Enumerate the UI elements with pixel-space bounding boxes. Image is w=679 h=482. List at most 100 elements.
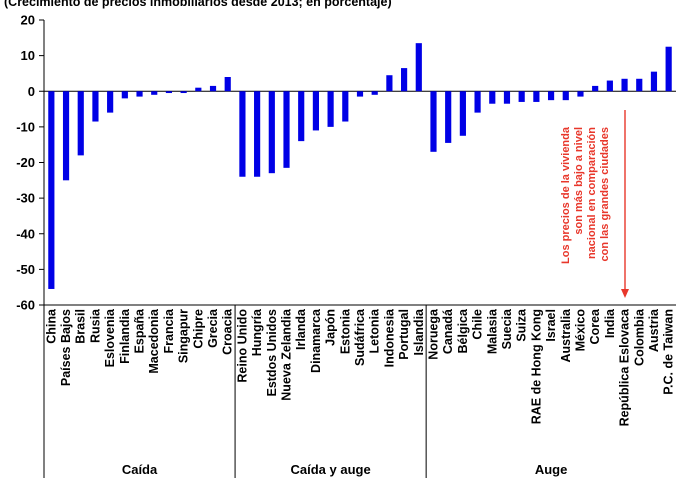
x-tick-label: Hungría xyxy=(250,308,264,356)
bar xyxy=(562,91,569,101)
y-tick-label: -40 xyxy=(16,226,35,241)
bar xyxy=(254,91,261,177)
bar xyxy=(165,91,173,94)
x-tick-label: Chile xyxy=(471,309,485,340)
annotation-line: nacional en comparación xyxy=(586,127,598,259)
bar xyxy=(342,91,349,122)
bars xyxy=(48,43,672,289)
x-tick-label: Canadá xyxy=(441,309,455,354)
x-tick-label: Austria xyxy=(647,308,661,352)
bar xyxy=(503,91,511,104)
bar xyxy=(636,78,643,92)
x-tick-label: Macedonia xyxy=(147,308,161,374)
annotation: Los precios de la vivienda son más bajo a… xyxy=(560,110,629,298)
x-tick-label: Letonia xyxy=(368,308,382,353)
bar xyxy=(356,91,364,97)
group-label: Caída xyxy=(122,462,158,477)
x-tick-label: Nueva Zelandia xyxy=(280,308,294,401)
x-tick-label: Dinamarca xyxy=(309,308,323,373)
x-tick-label: Francia xyxy=(162,308,176,354)
x-tick-label: RAE de Hong Kong xyxy=(529,309,543,424)
x-tick-label: Países Bajos xyxy=(59,309,73,386)
bar xyxy=(180,91,187,94)
bar xyxy=(151,91,158,95)
bar xyxy=(298,91,305,142)
x-tick-label: Grecia xyxy=(206,308,220,348)
x-tick-label: China xyxy=(44,308,58,344)
bar xyxy=(445,91,452,143)
bar xyxy=(283,91,290,168)
x-tick-label: Islandia xyxy=(412,308,426,356)
x-tick-label: Japón xyxy=(324,309,338,346)
bar xyxy=(48,91,55,289)
x-tick-label: Corea xyxy=(588,308,602,344)
annotation-arrowhead xyxy=(621,289,629,298)
x-tick-label: Reino Unido xyxy=(235,309,249,383)
bar xyxy=(62,91,70,181)
x-tick-label: Portugal xyxy=(397,309,411,360)
bar xyxy=(665,46,672,92)
x-tick-label: España xyxy=(133,308,147,354)
x-tick-label: Irlanda xyxy=(294,308,308,350)
bar xyxy=(474,91,481,113)
group-labels: Caída Caída y auge Auge xyxy=(122,462,567,477)
annotation-line: con las grandes ciudades xyxy=(599,127,611,262)
bar xyxy=(533,91,540,102)
bar xyxy=(92,91,99,122)
category-frame xyxy=(43,304,676,478)
y-tick-label: -50 xyxy=(16,262,35,277)
x-tick-label: Suiza xyxy=(515,308,529,342)
x-tick-label: Noruega xyxy=(426,308,440,360)
x-tick-label: Suecia xyxy=(500,308,514,349)
y-tick-label: -10 xyxy=(16,119,35,134)
x-tick-label: República Eslovaca xyxy=(618,308,632,426)
x-tick-label: P.C. de Taiwan xyxy=(662,309,676,395)
bar xyxy=(312,91,319,131)
bar xyxy=(121,91,128,99)
bar xyxy=(209,85,217,92)
bar xyxy=(621,78,628,92)
bar xyxy=(430,91,437,152)
y-tick-label: -60 xyxy=(16,298,35,313)
bar xyxy=(606,80,613,92)
x-tick-label: Brasil xyxy=(74,309,88,344)
bar xyxy=(577,91,584,97)
x-tick-label: Rusia xyxy=(88,308,102,343)
bar xyxy=(489,91,496,104)
bar xyxy=(268,91,275,174)
bar xyxy=(386,75,393,92)
bar xyxy=(239,91,246,177)
x-tick-label: Malasia xyxy=(485,308,499,354)
x-tick-label: Singapur xyxy=(177,309,191,363)
x-tick-label: Estdos Unidos xyxy=(265,309,279,397)
bar xyxy=(107,91,114,113)
bar xyxy=(136,91,143,97)
x-tick-label: Estonia xyxy=(338,308,352,354)
bar xyxy=(77,91,84,156)
bar xyxy=(547,91,555,101)
x-tick-labels: China Países Bajos Brasil Rusia Eslovenia Fin… xyxy=(44,308,675,426)
y-tick-label: 20 xyxy=(21,13,35,28)
bar xyxy=(224,77,231,92)
bar xyxy=(401,68,408,92)
bar xyxy=(592,85,599,92)
x-tick-label: Finlandia xyxy=(118,308,132,364)
y-tick-label: -30 xyxy=(16,191,35,206)
bar xyxy=(650,71,658,92)
x-tick-label: Croacia xyxy=(221,308,235,355)
y-tick-label: 0 xyxy=(28,84,35,99)
x-tick-label: India xyxy=(603,308,617,338)
annotation-line: son más bajo a nivel xyxy=(573,127,585,235)
x-tick-label: Indonesia xyxy=(382,308,396,367)
x-tick-label: Chipre xyxy=(191,309,205,349)
chart-subtitle: (Crecimiento de precios inmobiliarios de… xyxy=(4,0,392,9)
x-tick-label: Australia xyxy=(559,308,573,363)
annotation-line: Los precios de la vivienda xyxy=(560,126,572,264)
group-label: Auge xyxy=(535,462,568,477)
x-tick-label: México xyxy=(573,309,587,352)
x-tick-label: Bélgica xyxy=(456,308,470,354)
bar xyxy=(195,87,202,92)
group-label: Caída y auge xyxy=(291,462,371,477)
x-tick-label: Eslovenia xyxy=(103,308,117,367)
